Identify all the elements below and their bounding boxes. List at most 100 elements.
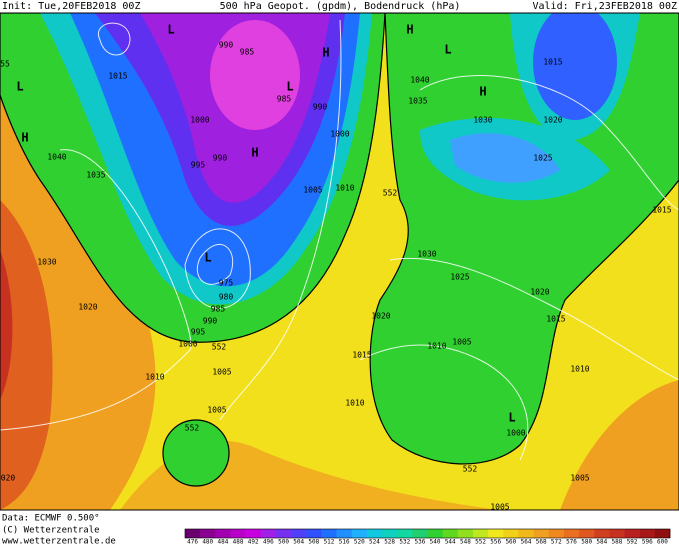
colorbar-swatch bbox=[215, 529, 231, 538]
isobar-label: 1005 bbox=[570, 474, 589, 483]
map-labels: 1015 990 985 1000 985 990 1000 995 990 1005 1010 55… bbox=[0, 23, 672, 512]
valid-time: Valid: Fri,23FEB2018 00Z bbox=[533, 1, 678, 12]
hot-core bbox=[0, 250, 13, 400]
isobar-label: 975 bbox=[219, 279, 234, 288]
colorbar-swatch bbox=[594, 529, 610, 538]
colorbar-swatch bbox=[639, 529, 656, 538]
pressure-center: L bbox=[16, 80, 23, 94]
colorbar-swatch bbox=[397, 529, 413, 538]
colorbar-tick-label: 532 bbox=[399, 539, 410, 546]
isobar-label: 1015 bbox=[546, 315, 565, 324]
colorbar-tick-label: 584 bbox=[596, 539, 607, 546]
colorbar-tick-label: 544 bbox=[445, 539, 456, 546]
pressure-center: H bbox=[322, 46, 329, 60]
colorbar-swatch bbox=[366, 529, 383, 538]
colorbar-swatch bbox=[321, 529, 337, 538]
colorbar-tick-label: 508 bbox=[308, 539, 319, 546]
isobar-label: 1035 bbox=[408, 97, 427, 106]
colorbar-tick-label: 496 bbox=[263, 539, 274, 546]
colorbar-swatch bbox=[336, 529, 353, 538]
colorbar-swatch bbox=[624, 529, 640, 538]
isobar-label: 1000 bbox=[178, 340, 197, 349]
colorbar-tick-label: 484 bbox=[217, 539, 228, 546]
colorbar-tick-label: 492 bbox=[248, 539, 259, 546]
pressure-center: L bbox=[167, 23, 174, 37]
isobar-label: 995 bbox=[191, 161, 206, 170]
colorbar-swatch bbox=[185, 529, 201, 538]
isobar-label: 985 bbox=[277, 95, 292, 104]
colorbar-tick-label: 536 bbox=[415, 539, 426, 546]
isobar-label: 1040 bbox=[410, 76, 429, 85]
isobar bbox=[97, 22, 131, 56]
isobar-label: 1000 bbox=[330, 130, 349, 139]
colorbar-swatch bbox=[548, 529, 565, 538]
colorbar: 476 480 484 488 492 496 500 504 508 512 516 520 524 5… bbox=[184, 528, 671, 546]
colorbar-swatch bbox=[609, 529, 625, 538]
isobar-label: 1040 bbox=[47, 153, 66, 162]
colorbar-swatch bbox=[275, 529, 292, 538]
isobar-label: 985 bbox=[211, 305, 226, 314]
colorbar-tick-label: 580 bbox=[581, 539, 592, 546]
colorbar-tick-label: 572 bbox=[551, 539, 562, 546]
isobar bbox=[419, 75, 679, 211]
colorbar-tick-label: 480 bbox=[202, 539, 213, 546]
cold-lightblue bbox=[450, 133, 560, 183]
colorbar-tick-label: 560 bbox=[505, 539, 516, 546]
pressure-center: L bbox=[286, 80, 293, 94]
warm-southeast bbox=[560, 380, 679, 510]
warm-core bbox=[0, 200, 53, 510]
isobar-label: 1015 bbox=[652, 206, 671, 215]
pressure-center: H bbox=[479, 85, 486, 99]
isobar-label: 1005 bbox=[212, 368, 231, 377]
colorbar-tick-label: 564 bbox=[521, 539, 532, 546]
isobar-label: 1030 bbox=[417, 250, 436, 259]
colorbar-tick-label: 596 bbox=[642, 539, 653, 546]
map: 1015 990 985 1000 985 990 1000 995 990 1005 1010 55… bbox=[0, 12, 679, 512]
isobar-label: 1005 bbox=[207, 406, 226, 415]
isobar-label: 1020 bbox=[543, 116, 562, 125]
pressure-center: H bbox=[21, 131, 28, 145]
colorbar-tick-label: 576 bbox=[566, 539, 577, 546]
colorbar-swatch bbox=[427, 529, 443, 538]
colorbar-swatch bbox=[245, 529, 262, 538]
isobar-label: 1035 bbox=[86, 171, 105, 180]
isobar-label: 990 bbox=[203, 317, 218, 326]
low-core bbox=[210, 20, 300, 130]
isobar-label: 980 bbox=[219, 293, 234, 302]
colorbar-swatch bbox=[472, 529, 489, 538]
isobar-label: 985 bbox=[240, 48, 255, 57]
colorbar-swatch bbox=[563, 529, 580, 538]
isobar-label: 1010 bbox=[335, 184, 354, 193]
isobar-label: 1010 bbox=[427, 342, 446, 351]
map-frame bbox=[0, 12, 679, 511]
colorbar-tick-label: 552 bbox=[475, 539, 486, 546]
colorbar-tick-label: 548 bbox=[460, 539, 471, 546]
isobar-label: 020 bbox=[1, 474, 16, 483]
isobar-label: 1005 bbox=[490, 503, 509, 512]
colorbar-swatch bbox=[533, 529, 550, 538]
colorbar-tick-label: 520 bbox=[354, 539, 365, 546]
isobar-label: 1010 bbox=[570, 365, 589, 374]
isobar-label: 990 bbox=[219, 41, 234, 50]
isobar-label: 1015 bbox=[352, 351, 371, 360]
colorbar-tick-label: 556 bbox=[490, 539, 501, 546]
colorbar-tick-label: 476 bbox=[187, 539, 198, 546]
cutoff-low bbox=[162, 419, 230, 487]
colorbar-swatch bbox=[412, 529, 428, 538]
isobar-label: 1010 bbox=[145, 373, 164, 382]
isobar-label: 1015 bbox=[108, 72, 127, 81]
isobar bbox=[184, 228, 251, 309]
colorbar-tick-label: 500 bbox=[278, 539, 289, 546]
colorbar-swatch bbox=[579, 529, 595, 538]
isobar-label: 55 bbox=[0, 60, 10, 69]
isobar-label: 552 bbox=[383, 189, 398, 198]
pressure-center: H bbox=[251, 146, 258, 160]
isobar bbox=[0, 149, 192, 431]
isobar-label: 990 bbox=[213, 154, 228, 163]
isobar bbox=[389, 258, 679, 381]
colorbar-frame bbox=[184, 528, 671, 539]
colorbar-swatch bbox=[457, 529, 474, 538]
colorbar-tick-label: 588 bbox=[612, 539, 623, 546]
colorbar-swatch bbox=[351, 529, 368, 538]
isobar bbox=[196, 244, 234, 285]
